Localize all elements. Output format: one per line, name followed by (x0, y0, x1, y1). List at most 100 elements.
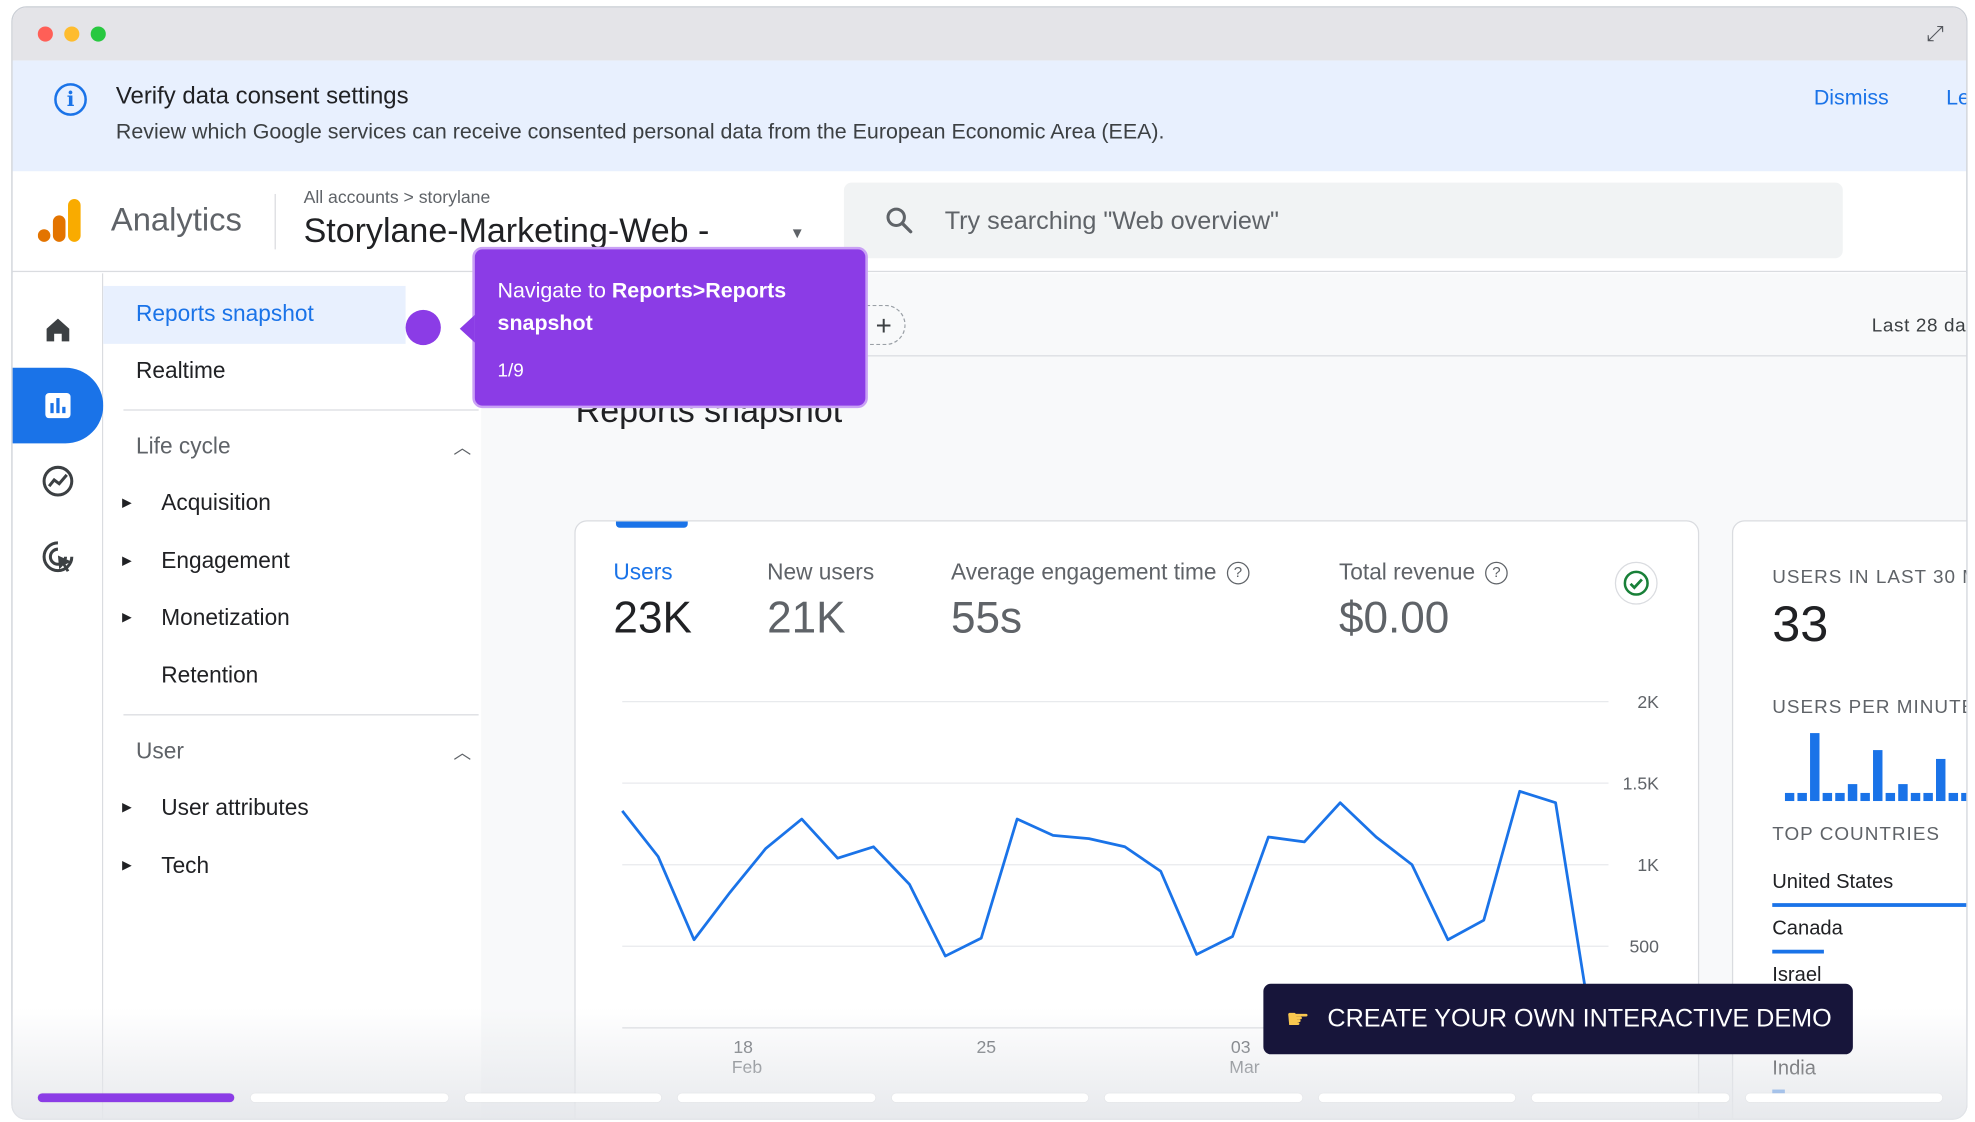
tooltip-prefix: Navigate to (497, 278, 612, 303)
progress-segment[interactable] (1104, 1093, 1302, 1103)
date-range-label[interactable]: Last 28 da (1871, 314, 1967, 337)
expand-arrow-icon[interactable]: ▶ (122, 496, 132, 511)
progress-segment[interactable] (1531, 1093, 1729, 1103)
create-demo-button[interactable]: ☛ CREATE YOUR OWN INTERACTIVE DEMO (1263, 983, 1853, 1055)
chevron-up-icon[interactable]: ︿ (453, 741, 472, 763)
fullscreen-icon[interactable]: ⤢ (1926, 21, 1944, 46)
minute-bar (1847, 784, 1858, 802)
metric-engagement-label-text: Average engagement time (950, 559, 1217, 585)
minute-bar (1873, 750, 1883, 802)
plus-icon: + (875, 309, 892, 342)
minute-bar (1835, 792, 1845, 802)
expand-arrow-icon[interactable]: ▶ (122, 801, 132, 815)
nav-tech[interactable]: Tech (161, 852, 210, 878)
advertising-icon (42, 541, 74, 573)
checkmark-icon (1623, 570, 1649, 596)
minimize-window-button[interactable] (64, 26, 80, 42)
search-bar[interactable] (843, 182, 1843, 259)
metric-users-label[interactable]: Users (613, 559, 673, 585)
realtime-users-value: 33 (1772, 597, 1829, 653)
progress-segment[interactable] (891, 1093, 1089, 1103)
metric-engagement-value[interactable]: 55s (950, 593, 1023, 643)
progress-segment[interactable] (678, 1093, 876, 1103)
pointing-hand-icon: ☛ (1286, 1004, 1310, 1034)
tooltip-arrow (459, 314, 475, 343)
progress-segment[interactable] (464, 1093, 662, 1103)
search-input[interactable] (944, 202, 1802, 241)
users-series-line (621, 789, 1593, 1029)
top-countries-label: TOP COUNTRIES (1772, 823, 1941, 846)
progress-segment[interactable] (251, 1093, 449, 1103)
metric-new-users-label[interactable]: New users (767, 559, 875, 585)
users-per-minute-label: USERS PER MINUTE (1772, 696, 1968, 718)
rail-reports[interactable] (12, 367, 104, 444)
help-icon[interactable]: ? (1226, 561, 1250, 585)
app-header: Analytics All accounts > storylane Story… (12, 171, 1967, 273)
reports-nav-panel: Reports snapshot Realtime Life cycle ︿ ▶… (103, 273, 482, 1119)
nav-divider (123, 409, 479, 411)
users-per-minute-chart[interactable] (1784, 731, 1968, 802)
nav-user-attributes[interactable]: User attributes (161, 794, 309, 820)
tour-hotspot[interactable] (405, 309, 441, 346)
nav-user-header[interactable]: User (136, 738, 184, 764)
minute-bar (1923, 792, 1933, 802)
search-icon (886, 207, 913, 234)
chevron-up-icon[interactable]: ︿ (453, 437, 472, 458)
progress-segment[interactable] (1745, 1093, 1943, 1103)
create-demo-label: CREATE YOUR OWN INTERACTIVE DEMO (1327, 1004, 1832, 1033)
metric-revenue-value[interactable]: $0.00 (1338, 593, 1450, 643)
maximize-window-button[interactable] (90, 26, 106, 42)
x-tick-label: 25 (976, 1037, 996, 1057)
minute-bar (1885, 792, 1896, 802)
breadcrumb[interactable]: All accounts > storylane (303, 186, 491, 207)
expand-arrow-icon[interactable]: ▶ (122, 610, 132, 625)
minute-bar (1822, 792, 1833, 802)
check-circle-icon[interactable] (1614, 561, 1658, 605)
tooltip-target: Reports>Reports snapshot (497, 278, 787, 336)
help-icon[interactable]: ? (1485, 561, 1508, 585)
minute-bar (1910, 792, 1921, 802)
property-selector[interactable]: Storylane-Marketing-Web - (303, 211, 710, 250)
y-tick-label: 1K (1637, 855, 1659, 875)
nav-realtime[interactable]: Realtime (136, 357, 226, 383)
consent-banner: i Verify data consent settings Review wh… (12, 60, 1967, 172)
x-tick-month-label: Feb (732, 1057, 763, 1077)
header-divider (274, 193, 276, 250)
expand-arrow-icon[interactable]: ▶ (122, 859, 132, 873)
bar-chart-icon (45, 392, 71, 419)
close-window-button[interactable] (37, 26, 53, 42)
browser-window: ⤢ i Verify data consent settings Review … (11, 6, 1968, 1120)
analytics-logo[interactable] (37, 196, 83, 244)
tooltip-step: 1/9 (497, 360, 524, 382)
home-icon (46, 318, 70, 342)
nav-monetization[interactable]: Monetization (161, 604, 290, 630)
nav-reports-snapshot[interactable]: Reports snapshot (136, 301, 314, 327)
metric-users-value[interactable]: 23K (613, 593, 692, 643)
x-tick-label: 18 (733, 1037, 753, 1057)
progress-segment[interactable] (1318, 1093, 1516, 1103)
nav-engagement[interactable]: Engagement (161, 547, 290, 574)
metric-revenue-label[interactable]: Total revenue? (1339, 559, 1508, 585)
progress-segment[interactable] (37, 1093, 235, 1103)
app-name: Analytics (110, 200, 242, 239)
realtime-users-label: USERS IN LAST 30 MI (1772, 566, 1968, 589)
chevron-down-icon[interactable]: ▼ (789, 224, 805, 242)
expand-arrow-icon[interactable]: ▶ (122, 554, 132, 569)
nav-retention[interactable]: Retention (161, 662, 259, 688)
metric-new-users-value[interactable]: 21K (767, 593, 846, 643)
dismiss-button[interactable]: Dismiss (1813, 85, 1889, 110)
nav-active-background (103, 285, 406, 344)
rail-explore[interactable] (13, 443, 104, 519)
rail-home[interactable] (13, 292, 104, 368)
country-share-bar (1772, 949, 1824, 954)
nav-acquisition[interactable]: Acquisition (161, 489, 271, 516)
x-tick-label: 03 (1231, 1037, 1251, 1057)
banner-title: Verify data consent settings (115, 83, 409, 110)
rail-advertising[interactable] (13, 519, 104, 595)
minute-bar (1860, 792, 1870, 802)
nav-lifecycle-header[interactable]: Life cycle (136, 433, 231, 459)
banner-description: Review which Google services can receive… (115, 119, 1165, 144)
x-tick-month-label: Mar (1229, 1057, 1259, 1077)
metric-engagement-label[interactable]: Average engagement time? (950, 559, 1250, 585)
learn-more-link[interactable]: Le (1946, 85, 1966, 110)
